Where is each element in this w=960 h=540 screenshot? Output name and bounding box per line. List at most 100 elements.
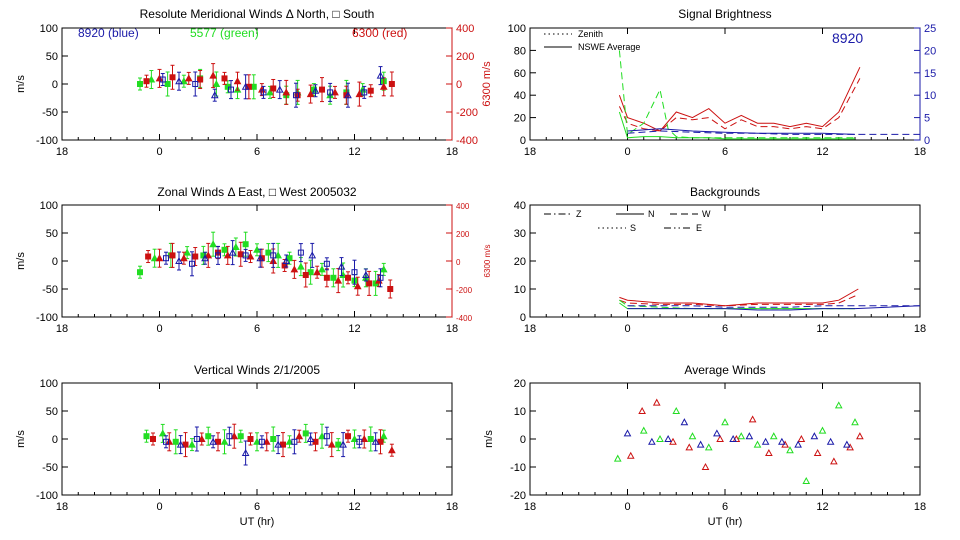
data-point-red (282, 79, 291, 105)
data-point-blue (311, 84, 320, 98)
y-tick-label: 60 (514, 68, 526, 80)
data-point-red (331, 85, 339, 99)
data-point-red (165, 432, 174, 452)
y-tick-label: 0 (520, 312, 526, 324)
data-point-green (672, 406, 681, 414)
data-point-green (330, 268, 337, 288)
chart-panel-1: Resolute Meridional Winds Δ North, □ Sou… (15, 7, 493, 158)
y-tick-label: -100 (36, 312, 58, 324)
y-tick-label: 50 (46, 51, 58, 63)
data-point-red (192, 247, 199, 267)
x-tick-label: 6 (722, 501, 728, 513)
data-point-green (150, 248, 159, 268)
data-point-red (830, 457, 838, 465)
right-y-tick-label: 400 (456, 202, 470, 211)
data-point-red (765, 448, 773, 456)
data-point-red (182, 432, 189, 458)
data-point-red (197, 70, 204, 90)
series-line-green (618, 50, 855, 139)
x-tick-label: 18 (446, 501, 458, 513)
y-tick-label: 80 (514, 45, 526, 57)
y-tick-label: 50 (46, 228, 58, 240)
data-point-blue (282, 254, 291, 268)
right-y-tick-label: 200 (456, 230, 470, 239)
series-line-red (618, 78, 861, 132)
data-point-green (143, 429, 150, 443)
y-tick-label: 100 (40, 200, 58, 212)
data-point-red (345, 429, 351, 443)
legend-label: N (648, 209, 655, 219)
data-layer (143, 423, 396, 466)
data-point-blue (175, 71, 183, 91)
y-tick-label: 20 (514, 378, 526, 390)
chart-title: Average Winds (684, 363, 765, 377)
data-point-green (209, 231, 217, 257)
data-point-red (327, 432, 336, 458)
y-tick-label: 0 (520, 135, 526, 147)
x-tick-label: 0 (624, 501, 630, 513)
data-point-blue (356, 435, 363, 449)
data-point-green (335, 438, 342, 452)
data-point-red (295, 429, 304, 443)
data-point-red (184, 71, 193, 85)
data-point-blue (192, 71, 199, 97)
data-point-blue (201, 251, 209, 265)
data-point-green (721, 418, 729, 426)
right-y-tick-label: 0 (456, 258, 461, 267)
annotation-red: 6300 (red) (352, 26, 407, 40)
right-y-tick-label: 20 (924, 45, 936, 57)
x-tick-label: 12 (348, 146, 360, 158)
data-point-blue (810, 432, 819, 440)
y-tick-label: 0 (52, 434, 58, 446)
data-point-green (753, 440, 762, 448)
x-tick-label: 18 (524, 146, 536, 158)
data-point-green (250, 74, 257, 100)
x-tick-label: 12 (348, 323, 360, 335)
data-layer (613, 398, 864, 484)
right-axis-label: 6300 m/s (481, 61, 493, 107)
data-layer (618, 50, 920, 140)
data-point-green (302, 423, 309, 443)
data-point-red (360, 429, 369, 449)
y-tick-label: 0 (52, 79, 58, 91)
data-point-green (164, 71, 171, 97)
x-tick-label: 0 (156, 146, 162, 158)
x-tick-label: 12 (816, 501, 828, 513)
data-point-red (387, 279, 394, 299)
data-point-red (169, 64, 176, 90)
right-y-tick-label: 10 (924, 90, 936, 102)
data-point-blue (648, 437, 656, 445)
legend-label: NSWE Average (578, 42, 640, 52)
y-tick-label: 0 (52, 256, 58, 268)
data-point-red (197, 432, 206, 446)
data-point-green (318, 262, 326, 276)
data-point-red (701, 462, 710, 470)
data-point-green (656, 434, 664, 442)
data-point-green (613, 454, 622, 462)
data-point-red (388, 443, 396, 457)
data-point-red (302, 262, 309, 288)
data-point-red (209, 63, 217, 89)
data-point-green (688, 432, 697, 440)
data-point-green (253, 432, 261, 452)
data-point-green (286, 251, 293, 265)
y-tick-label: -100 (36, 490, 58, 502)
data-point-red (155, 68, 164, 88)
x-tick-label: 18 (524, 501, 536, 513)
data-point-red (813, 448, 822, 456)
data-point-green (266, 85, 274, 99)
x-tick-label: 18 (524, 323, 536, 335)
series-line-red (619, 294, 859, 307)
y-tick-label: 40 (514, 90, 526, 102)
data-point-green (172, 429, 179, 455)
y-axis-label: m/s (483, 430, 495, 448)
data-point-green (769, 432, 778, 440)
data-point-blue (323, 257, 330, 271)
data-point-red (150, 432, 156, 446)
x-tick-label: 18 (446, 146, 458, 158)
x-axis-label: UT (hr) (240, 516, 275, 528)
data-point-red (345, 271, 351, 285)
y-tick-label: 10 (514, 284, 526, 296)
y-tick-label: 100 (40, 23, 58, 35)
data-point-green (188, 438, 196, 452)
